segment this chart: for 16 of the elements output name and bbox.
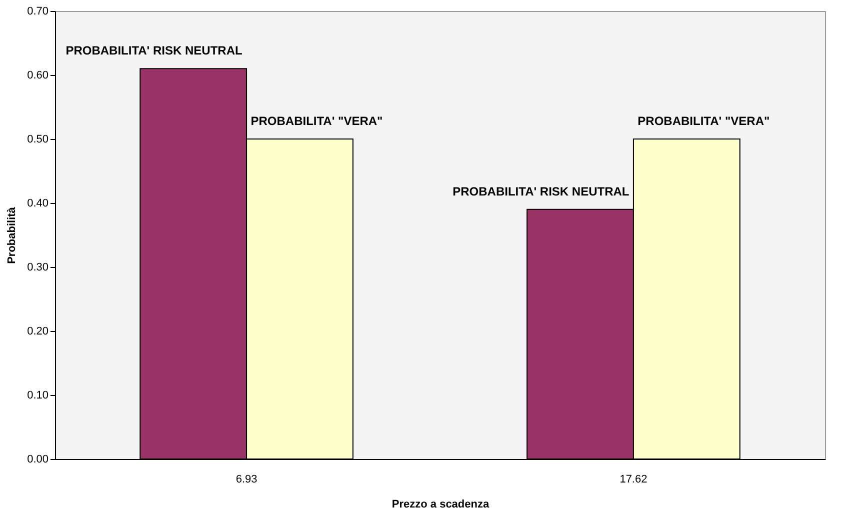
y-tick-label: 0.60 — [27, 70, 48, 82]
y-tick-label: 0.30 — [27, 262, 48, 274]
x-tick-label: 17.62 — [620, 474, 648, 486]
text: PROBABILITA' "VERA" — [638, 114, 770, 128]
y-tick-label: 0.50 — [27, 134, 48, 146]
y-tick-label: 0.70 — [27, 6, 48, 18]
y-tick-label: 0.10 — [27, 390, 48, 402]
text: PROBABILITA' RISK NEUTRAL — [452, 184, 630, 198]
y-tick-label: 0.00 — [27, 454, 48, 466]
y-tick-label: 0.20 — [27, 326, 48, 338]
y-axis-title: Probabilità — [6, 206, 18, 264]
x-axis-title: Prezzo a scadenza — [392, 498, 490, 510]
series-label: PROBABILITA' RISK NEUTRAL — [66, 44, 242, 58]
series-label: PROBABILITA' "VERA" — [250, 114, 383, 128]
x-tick-label: 6.93 — [236, 474, 258, 486]
y-tick-label: 0.40 — [27, 198, 48, 210]
